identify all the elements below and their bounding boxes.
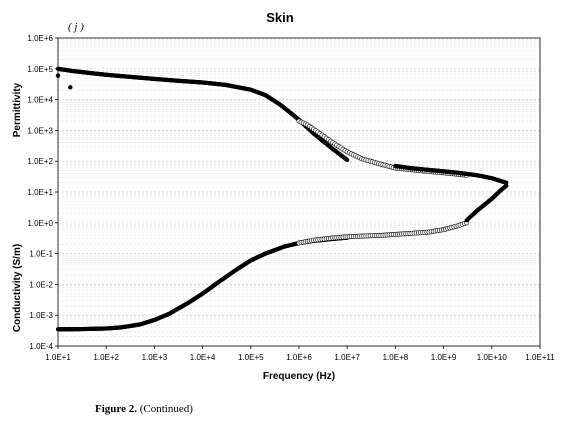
y-tick-label: 1.0E+1 [27,188,53,197]
figure-caption-label: Figure 2. [95,403,137,415]
data-point [504,183,509,188]
x-tick-label: 1.0E+6 [286,353,312,362]
y-tick-label: 1.0E-1 [29,250,53,259]
outlier-point [55,73,61,78]
x-tick-label: 1.0E+9 [431,353,457,362]
series-conductivity-open [296,220,470,246]
chart-title: Skin [266,10,294,25]
outlier-points [55,73,73,90]
x-tick-label: 1.0E+7 [334,353,360,362]
y-tick-label: 1.0E+0 [27,219,53,228]
y-tick-label: 1.0E+4 [27,96,53,105]
series-permittivity-filled [393,163,509,185]
data-point [504,180,509,185]
y-tick-label: 1.0E+3 [27,126,53,135]
x-axis-label: Frequency (Hz) [263,371,335,382]
data-marks [55,66,509,332]
panel-label: ( j ) [68,21,84,33]
y-axis-label-conductivity: Conductivity (S/m) [12,244,23,332]
y-ticks: 1.0E-4 1.0E-3 1.0E-2 1.0E-1 1.0E+0 1.0E+1 1.0E… [27,34,58,351]
x-tick-label: 1.0E+4 [190,353,216,362]
series-conductivity-filled [55,235,350,332]
x-tick-label: 1.0E+10 [477,353,508,362]
series-conductivity-filled [464,183,509,223]
data-point [345,157,350,163]
y-axis-label-permittivity: Permittivity [12,82,23,137]
x-tick-label: 1.0E+1 [45,353,71,362]
x-tick-label: 1.0E+11 [525,353,555,362]
y-tick-label: 1.0E+2 [27,157,53,166]
y-tick-label: 1.0E+5 [27,65,53,74]
y-tick-label: 1.0E+6 [27,34,53,43]
y-tick-label: 1.0E-2 [29,280,53,289]
x-tick-label: 1.0E+8 [383,353,409,362]
figure-caption-text: (Continued) [139,403,193,415]
x-ticks: 1.0E+1 1.0E+2 1.0E+3 1.0E+4 1.0E+5 1.0E+6 1.0E… [45,346,555,362]
x-tick-label: 1.0E+2 [93,353,119,362]
y-tick-label: 1.0E-4 [29,342,53,351]
figure-caption: Figure 2. (Continued) [95,403,193,415]
outlier-point [68,85,73,90]
series-permittivity-filled [55,66,350,163]
x-tick-label: 1.0E+3 [142,353,168,362]
y-tick-label: 1.0E-3 [29,311,53,320]
x-tick-label: 1.0E+5 [238,353,264,362]
